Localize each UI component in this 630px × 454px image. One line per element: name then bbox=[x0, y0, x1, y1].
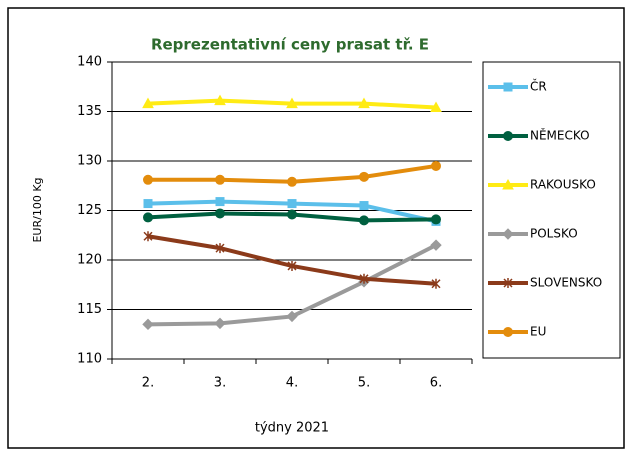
legend-label: SLOVENSKO bbox=[530, 276, 602, 290]
y-tick-label: 110 bbox=[77, 352, 102, 367]
marker bbox=[503, 327, 513, 337]
x-tick-label: 2. bbox=[142, 376, 154, 391]
marker bbox=[143, 199, 153, 209]
x-tick-label: 4. bbox=[286, 376, 298, 391]
marker bbox=[430, 239, 442, 251]
y-tick-label: 115 bbox=[77, 302, 102, 317]
marker bbox=[215, 243, 225, 254]
marker bbox=[287, 260, 297, 271]
y-tick-label: 130 bbox=[77, 154, 102, 169]
marker bbox=[431, 278, 441, 289]
marker bbox=[358, 97, 370, 109]
marker bbox=[503, 278, 513, 288]
marker bbox=[215, 197, 225, 207]
marker bbox=[214, 317, 226, 330]
marker bbox=[503, 131, 513, 141]
marker bbox=[359, 201, 369, 211]
legend-label: EU bbox=[530, 325, 546, 339]
marker bbox=[359, 171, 369, 182]
marker bbox=[143, 231, 153, 242]
marker bbox=[142, 318, 154, 331]
marker bbox=[287, 176, 297, 187]
marker bbox=[430, 101, 442, 113]
marker bbox=[286, 310, 298, 323]
marker bbox=[359, 215, 369, 226]
marker bbox=[214, 94, 226, 106]
marker bbox=[503, 82, 513, 92]
y-tick-label: 125 bbox=[77, 203, 102, 218]
legend-label: NĚMECKO bbox=[530, 128, 590, 143]
marker bbox=[286, 97, 298, 109]
marker bbox=[143, 212, 153, 223]
marker bbox=[215, 174, 225, 185]
x-axis-label: týdny 2021 bbox=[255, 421, 329, 436]
legend-box bbox=[482, 61, 621, 359]
legend-label: ČR bbox=[530, 79, 547, 94]
x-tick-label: 3. bbox=[214, 376, 226, 391]
marker bbox=[287, 199, 297, 209]
marker bbox=[143, 174, 153, 185]
marker bbox=[215, 208, 225, 219]
chart-title: Reprezentativní ceny prasat tř. E bbox=[151, 36, 429, 54]
marker bbox=[359, 273, 369, 284]
legend-label: RAKOUSKO bbox=[530, 178, 596, 192]
x-tick-label: 6. bbox=[430, 376, 442, 391]
y-axis-label: EUR/100 Kg bbox=[31, 177, 44, 242]
marker bbox=[502, 228, 514, 240]
y-tick-label: 135 bbox=[77, 104, 102, 119]
marker bbox=[142, 97, 154, 109]
x-tick-label: 5. bbox=[358, 376, 370, 391]
marker bbox=[502, 178, 514, 190]
y-tick-label: 140 bbox=[77, 55, 102, 70]
marker bbox=[431, 160, 441, 171]
y-tick-label: 120 bbox=[77, 253, 102, 268]
marker bbox=[431, 214, 441, 225]
legend-label: POLSKO bbox=[530, 227, 578, 241]
marker bbox=[287, 209, 297, 220]
